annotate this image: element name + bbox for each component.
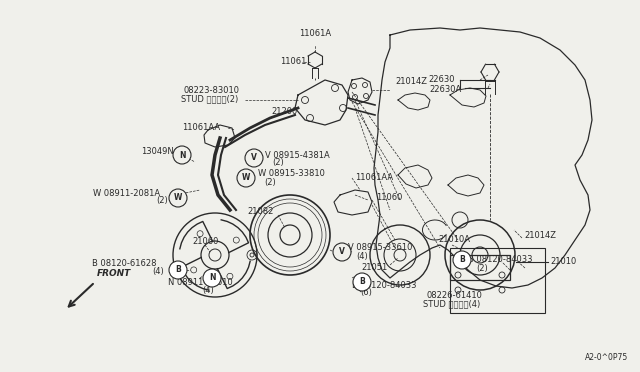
Text: W: W: [174, 193, 182, 202]
Text: 21010A: 21010A: [438, 235, 470, 244]
Text: (4): (4): [356, 251, 368, 260]
Text: B: B: [459, 256, 465, 264]
Text: N: N: [179, 151, 185, 160]
Text: N 08911-20610: N 08911-20610: [168, 278, 232, 287]
Text: 21051: 21051: [362, 263, 388, 273]
Text: W 08911-2081A: W 08911-2081A: [93, 189, 160, 198]
Text: 21060: 21060: [192, 237, 218, 247]
Text: 11060: 11060: [376, 193, 403, 202]
Text: A2-0^0P75: A2-0^0P75: [585, 353, 628, 362]
Bar: [450, 255, 510, 280]
Bar: [450, 248, 545, 313]
Text: 21082: 21082: [248, 208, 274, 217]
Text: V 08915-4381A: V 08915-4381A: [265, 151, 330, 160]
Circle shape: [353, 273, 371, 291]
Text: 22630: 22630: [429, 76, 455, 84]
Circle shape: [333, 243, 351, 261]
Text: 11061A: 11061A: [299, 29, 331, 38]
Text: STUD スタッド(4): STUD スタッド(4): [424, 299, 481, 308]
Circle shape: [453, 251, 471, 269]
Circle shape: [203, 269, 221, 287]
Text: STUD スタッド(2): STUD スタッド(2): [180, 94, 238, 103]
Text: B 08120-61628: B 08120-61628: [92, 259, 156, 268]
Text: 13049N: 13049N: [141, 148, 174, 157]
Text: (2): (2): [272, 158, 284, 167]
Text: W: W: [242, 173, 250, 183]
Text: 11061AA: 11061AA: [355, 173, 393, 183]
Text: N: N: [209, 273, 215, 282]
Text: 11061: 11061: [280, 58, 306, 67]
Text: 08226-61410: 08226-61410: [426, 291, 482, 300]
Text: W 08915-33810: W 08915-33810: [258, 170, 325, 179]
Text: B 08120-84033: B 08120-84033: [352, 280, 417, 289]
Text: 21200: 21200: [271, 108, 297, 116]
Text: (2): (2): [476, 263, 488, 273]
Text: 21014Z: 21014Z: [524, 231, 556, 240]
Text: V: V: [251, 154, 257, 163]
Circle shape: [245, 149, 263, 167]
Text: B: B: [359, 278, 365, 286]
Text: (6): (6): [360, 289, 372, 298]
Text: V 08915-33610: V 08915-33610: [348, 244, 412, 253]
Circle shape: [169, 261, 187, 279]
Text: V: V: [339, 247, 345, 257]
Text: B 08120-84033: B 08120-84033: [468, 256, 532, 264]
Text: (4): (4): [152, 267, 164, 276]
Text: (4): (4): [202, 286, 214, 295]
Circle shape: [173, 146, 191, 164]
Text: B: B: [175, 266, 181, 275]
Text: FRONT: FRONT: [97, 269, 131, 278]
Text: 22630A: 22630A: [429, 86, 462, 94]
Text: 21014Z: 21014Z: [395, 77, 427, 87]
Circle shape: [169, 189, 187, 207]
Circle shape: [237, 169, 255, 187]
Text: (2): (2): [156, 196, 168, 205]
Text: 08223-83010: 08223-83010: [184, 86, 240, 95]
Text: (2): (2): [264, 177, 276, 186]
Text: 11061AA: 11061AA: [182, 124, 220, 132]
Text: 21010: 21010: [550, 257, 576, 266]
